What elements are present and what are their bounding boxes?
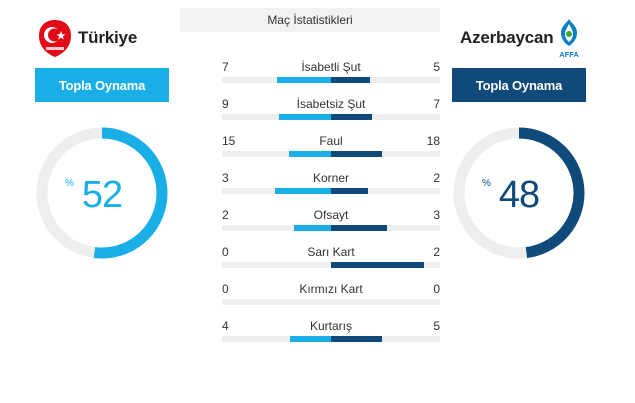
stat-away-bar: [331, 262, 424, 268]
stat-row: 3 Korner 2: [222, 171, 440, 201]
stat-home-value: 2: [222, 208, 229, 222]
stat-away-value: 2: [433, 245, 440, 259]
stat-home-value: 7: [222, 60, 229, 74]
stat-home-value: 9: [222, 97, 229, 111]
affa-crest-icon: AFFA: [559, 19, 579, 59]
home-possession-ring: % 52: [35, 126, 169, 260]
stat-away-value: 7: [433, 97, 440, 111]
stat-bar-track: [222, 188, 440, 194]
stat-away-value: 2: [433, 171, 440, 185]
stat-label: Faul: [319, 134, 343, 148]
stat-bar-track: [222, 299, 440, 305]
away-possession-ring: % 48: [452, 126, 586, 260]
home-team-name: Türkiye: [78, 28, 138, 47]
away-team-name: Azerbaycan: [460, 28, 554, 47]
away-percent-sign: %: [482, 178, 491, 189]
stat-away-bar: [331, 114, 372, 120]
stat-away-value: 0: [433, 282, 440, 296]
stat-home-bar: [275, 188, 331, 194]
stat-away-bar: [331, 225, 387, 231]
stat-row: 9 İsabetsiz Şut 7: [222, 97, 440, 127]
stat-label: Kurtarış: [309, 319, 352, 333]
affa-logo-text: AFFA: [559, 50, 579, 59]
stat-bar-track: [222, 336, 440, 342]
stat-home-value: 15: [222, 134, 236, 148]
stat-home-value: 3: [222, 171, 229, 185]
match-stats-title: Maç İstatistikleri: [180, 8, 440, 32]
stat-away-value: 5: [433, 319, 440, 333]
stat-away-bar: [331, 151, 382, 157]
stat-row: 0 Sarı Kart 2: [222, 245, 440, 275]
stat-label: Ofsayt: [313, 208, 349, 222]
stat-away-value: 3: [433, 208, 440, 222]
stat-label: Kırmızı Kart: [299, 282, 363, 296]
stat-away-bar: [331, 336, 383, 342]
stat-bar-track: [222, 151, 440, 157]
stat-label: Sarı Kart: [307, 245, 355, 259]
stat-label: Korner: [312, 171, 350, 185]
home-possession-value: 52: [81, 174, 123, 216]
stat-bar-track: [222, 77, 440, 83]
stat-bar-track: [222, 114, 440, 120]
stat-home-value: 4: [222, 319, 229, 333]
stat-label: İsabetsiz Şut: [296, 97, 366, 111]
stat-row: 0 Kırmızı Kart 0: [222, 282, 440, 312]
stat-away-bar: [331, 188, 369, 194]
home-possession-button[interactable]: Topla Oynama: [35, 68, 169, 102]
stat-away-bar: [331, 77, 370, 83]
away-team-header: Azerbaycan AFFA: [452, 0, 612, 62]
away-possession-value: 48: [498, 174, 540, 216]
home-team-panel: Türkiye Topla Oynama % 52: [35, 0, 195, 259]
stat-home-bar: [289, 336, 331, 342]
stat-home-value: 0: [222, 282, 229, 296]
stat-home-value: 0: [222, 245, 229, 259]
stat-away-value: 18: [426, 134, 440, 148]
stat-row: 15 Faul 18: [222, 134, 440, 164]
home-percent-sign: %: [65, 178, 74, 189]
stat-label: İsabetli Şut: [301, 60, 361, 74]
away-possession-button[interactable]: Topla Oynama: [452, 68, 586, 102]
away-team-panel: Azerbaycan AFFA Topla Oynama % 48: [452, 0, 612, 259]
home-team-header: Türkiye: [35, 0, 195, 62]
stat-bar-track: [222, 225, 440, 231]
stat-row: 4 Kurtarış 5: [222, 319, 440, 349]
stat-row: 2 Ofsayt 3: [222, 208, 440, 238]
stat-home-bar: [278, 114, 331, 120]
stat-row: 7 İsabetli Şut 5: [222, 60, 440, 90]
stat-home-bar: [276, 77, 331, 83]
stat-home-bar: [293, 225, 331, 231]
stat-home-bar: [288, 151, 331, 157]
stat-bar-track: [222, 262, 440, 268]
tff-crest-icon: [39, 20, 71, 57]
stat-away-value: 5: [433, 60, 440, 74]
